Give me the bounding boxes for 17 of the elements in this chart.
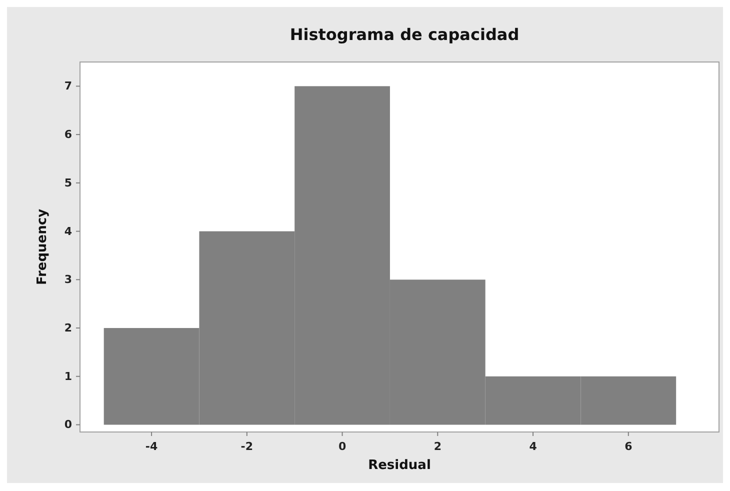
x-tick-label: 4 [529, 440, 538, 453]
x-tick-label: 0 [338, 440, 346, 453]
chart-title: Histograma de capacidad [290, 25, 520, 44]
y-tick-label: 5 [64, 176, 72, 190]
y-tick-label: 6 [64, 128, 72, 142]
y-tick-label: 7 [64, 80, 72, 93]
y-tick-label: 4 [64, 224, 72, 238]
x-tick-label: -2 [240, 440, 254, 453]
y-axis-title: Frequency [35, 208, 50, 286]
x-axis-title: Residual [368, 458, 431, 473]
y-tick-label: 1 [64, 370, 72, 383]
x-tick-label: -4 [145, 440, 158, 453]
x-tick-label: 2 [434, 440, 442, 453]
y-tick-label: 0 [64, 418, 72, 432]
y-tick-label: 3 [64, 273, 72, 286]
y-tick-label: 2 [64, 322, 72, 335]
x-tick-label: 6 [624, 440, 633, 453]
